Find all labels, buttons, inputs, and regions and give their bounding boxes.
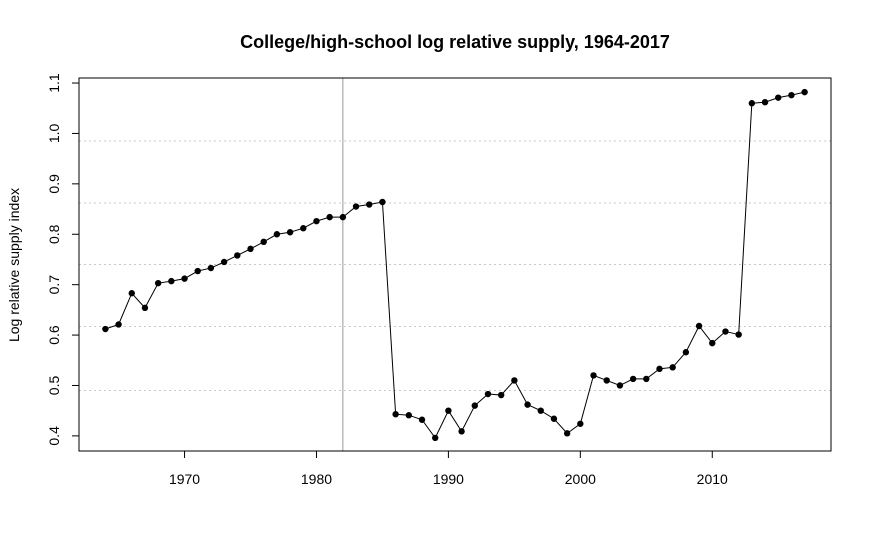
y-tick-label-0.8: 0.8 (46, 224, 62, 244)
data-point-1975 (247, 245, 254, 253)
data-point-1995 (511, 377, 518, 384)
data-point-1989 (432, 434, 439, 442)
data-point-1992 (471, 402, 478, 409)
y-tick-label-0.7: 0.7 (46, 275, 62, 295)
data-point-2010 (709, 339, 716, 347)
data-point-1999 (563, 430, 571, 437)
x-tick-label-1980: 1980 (301, 471, 332, 487)
data-point-1987 (405, 412, 413, 419)
data-point-1980 (313, 217, 320, 225)
data-point-1978 (286, 229, 294, 236)
data-point-1973 (220, 258, 228, 266)
y-tick-label-0.5: 0.5 (46, 376, 62, 396)
data-point-1977 (273, 231, 281, 238)
x-axis: 1970 1980 1990 2000 2010 (169, 451, 728, 487)
y-tick-label-1.0: 1.0 (46, 124, 62, 144)
y-tick-label-0.9: 0.9 (46, 174, 62, 194)
data-point-1985 (379, 198, 386, 206)
data-point-1966 (128, 290, 135, 297)
data-point-1982 (339, 213, 347, 221)
data-point-1991 (458, 428, 465, 435)
data-point-1981 (326, 213, 333, 221)
data-point-1969 (168, 277, 175, 285)
data-point-1972 (207, 264, 215, 272)
x-tick-label-1970: 1970 (169, 471, 200, 487)
data-point-1998 (550, 415, 558, 422)
data-point-1994 (497, 391, 505, 399)
y-tick-label-0.6: 0.6 (46, 325, 62, 345)
data-point-2000 (577, 420, 584, 427)
data-point-1983 (352, 203, 360, 210)
data-point-1997 (537, 407, 544, 414)
data-point-2012 (735, 331, 742, 338)
plot-frame (78, 77, 832, 452)
data-point-1974 (234, 252, 241, 259)
y-tick-label-1.1: 1.1 (46, 73, 62, 93)
data-point-1968 (154, 279, 162, 287)
data-point-2015 (775, 94, 782, 101)
y-axis: 0.4 0.5 0.6 0.7 0.8 0.9 1.0 1.1 (46, 73, 79, 446)
data-point-2004 (629, 375, 637, 383)
chart-title: College/high-school log relative supply,… (240, 32, 670, 52)
data-point-2008 (682, 349, 690, 356)
data-point-1993 (484, 390, 492, 398)
data-point-2011 (722, 328, 729, 335)
data-point-2006 (656, 365, 663, 373)
x-tick-label-1990: 1990 (433, 471, 464, 487)
data-point-1967 (141, 304, 149, 312)
data-point-2017 (801, 88, 808, 96)
grid (79, 140, 831, 392)
data-point-1984 (366, 201, 373, 208)
data-point-1986 (392, 411, 399, 418)
x-tick-label-2010: 2010 (697, 471, 728, 487)
data-point-2002 (603, 377, 610, 384)
data-point-1976 (260, 238, 267, 246)
data-point-2016 (788, 91, 795, 99)
data-point-2001 (590, 372, 597, 379)
data-point-1970 (181, 275, 188, 282)
data-point-2013 (748, 100, 756, 107)
data-point-2007 (669, 364, 676, 371)
data-point-1964 (102, 325, 109, 333)
data-point-1988 (418, 416, 426, 423)
data-point-1971 (194, 267, 201, 275)
data-point-2014 (761, 98, 769, 106)
y-axis-label: Log relative supply index (6, 188, 22, 342)
data-points (102, 88, 808, 442)
data-point-2003 (616, 382, 624, 389)
data-point-1990 (445, 407, 452, 414)
data-point-1965 (115, 321, 122, 328)
data-point-2005 (643, 375, 650, 383)
data-point-1979 (300, 225, 307, 232)
x-tick-label-2000: 2000 (565, 471, 596, 487)
y-tick-label-0.4: 0.4 (46, 426, 62, 446)
data-point-1996 (524, 401, 531, 408)
data-point-2009 (695, 322, 703, 330)
